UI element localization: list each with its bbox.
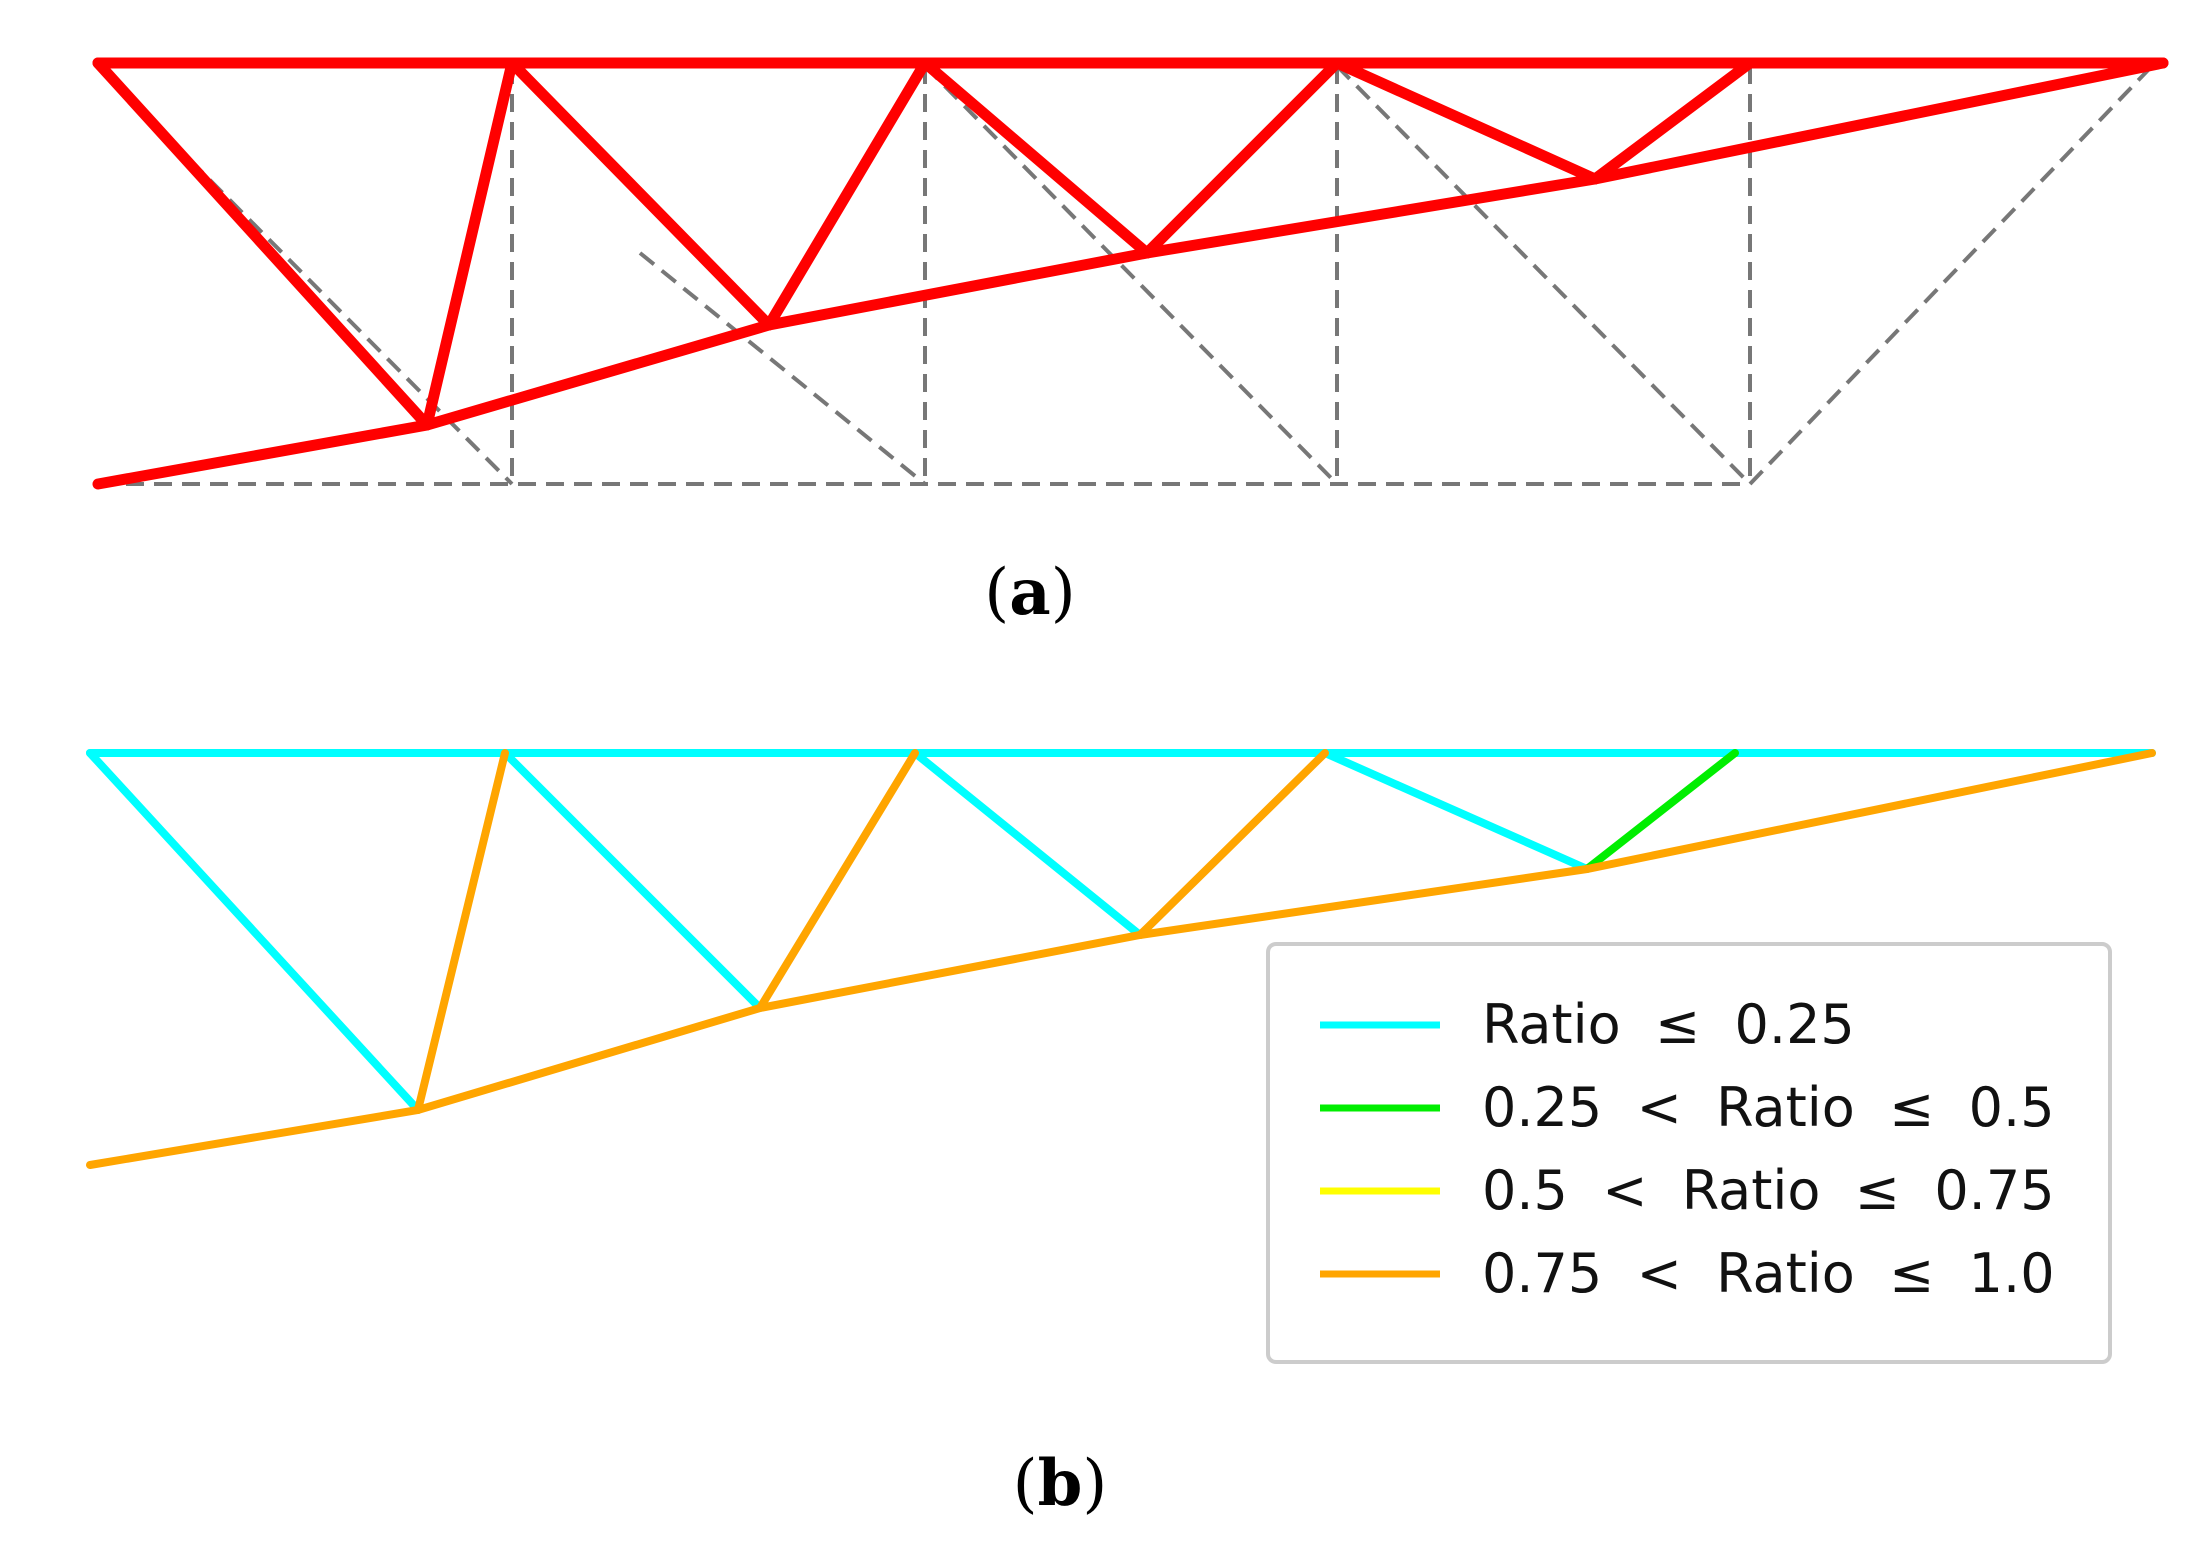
panel-a-optimized-truss	[92, 57, 2169, 490]
panel-a-ground-structure	[98, 64, 2154, 486]
legend-label-1: Ratio ≤ 0.25	[1482, 993, 1855, 1056]
bottom-chord	[86, 749, 2156, 1169]
caption-a: (a)	[984, 555, 1075, 630]
ground-diagonal-5	[1748, 64, 2154, 486]
member-diagonal	[1589, 57, 1756, 185]
member-diagonal	[763, 57, 931, 331]
member-diagonal	[92, 57, 433, 431]
member-cyan	[86, 749, 422, 1114]
member-cyan	[501, 749, 764, 1012]
ground-diagonal-4	[1335, 64, 1752, 486]
member-diagonal	[421, 57, 518, 431]
member-orange	[756, 749, 919, 1012]
ground-diagonal-2	[638, 251, 927, 486]
member-cyan	[1321, 749, 1591, 873]
ground-diagonal-3	[923, 64, 1339, 486]
member-diagonal	[1331, 57, 1601, 185]
member-orange	[414, 749, 509, 1114]
legend-box	[1266, 942, 2112, 1364]
bottom-chord	[92, 57, 2169, 490]
member-diagonal	[1141, 57, 1343, 259]
member-orange	[1136, 749, 1329, 939]
caption-b: (b)	[1013, 1446, 1108, 1521]
ground-diagonal-1	[188, 158, 514, 486]
legend-label-2: 0.25 < Ratio ≤ 0.5	[1482, 1076, 2055, 1139]
member-green	[1583, 749, 1739, 873]
legend-label-3: 0.5 < Ratio ≤ 0.75	[1482, 1159, 2055, 1222]
panel-b-truss	[86, 749, 2156, 1169]
member-cyan	[911, 749, 1144, 939]
member-diagonal	[506, 57, 775, 331]
legend-label-4: 0.75 < Ratio ≤ 1.0	[1482, 1242, 2055, 1305]
member-diagonal	[919, 57, 1153, 259]
legend: Ratio ≤ 0.25 0.25 < Ratio ≤ 0.5 0.5 < Ra…	[1266, 942, 2112, 1364]
